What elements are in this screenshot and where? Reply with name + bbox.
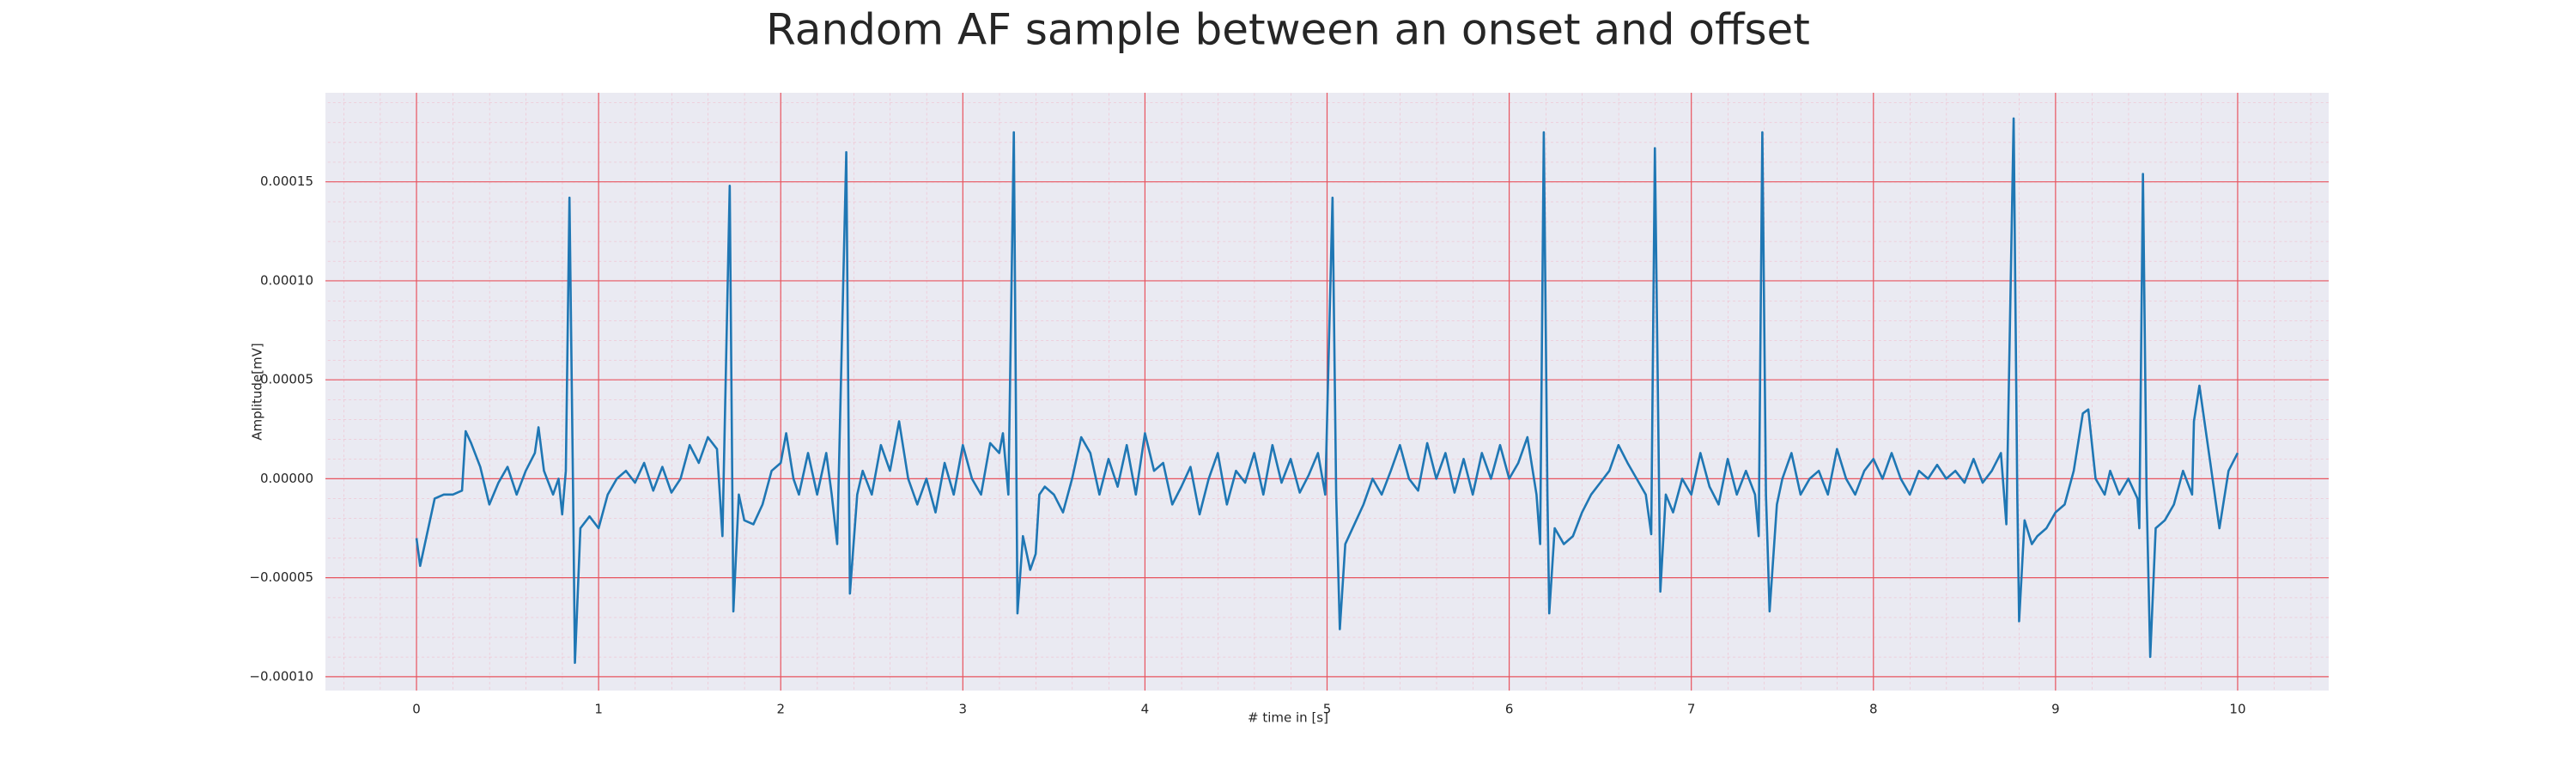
x-tick-label: 5	[1323, 702, 1332, 717]
y-tick-label: 0.00015	[260, 173, 313, 189]
y-axis-label: Amplitude[mV]	[250, 343, 265, 440]
ecg-line	[415, 117, 2239, 665]
x-tick-label: 4	[1141, 702, 1150, 717]
y-tick-label: 0.00010	[260, 272, 313, 288]
x-tick-label: 1	[594, 702, 603, 717]
chart-title: Random AF sample between an onset and of…	[766, 5, 1810, 55]
x-tick-label: 9	[2051, 702, 2060, 717]
x-tick-label: 3	[959, 702, 968, 717]
x-tick-label: 8	[1869, 702, 1878, 717]
x-tick-label: 2	[776, 702, 785, 717]
y-tick-label: 0.00005	[260, 372, 313, 387]
x-tick-label: 7	[1687, 702, 1696, 717]
x-axis-label: # time in [s]	[1248, 710, 1328, 726]
x-tick-label: 10	[2229, 702, 2245, 717]
y-tick-label: −0.00005	[249, 569, 313, 585]
x-tick-label: 6	[1505, 702, 1514, 717]
y-tick-label: −0.00010	[249, 668, 313, 684]
y-tick-label: 0.00000	[260, 471, 313, 486]
x-tick-label: 0	[412, 702, 421, 717]
